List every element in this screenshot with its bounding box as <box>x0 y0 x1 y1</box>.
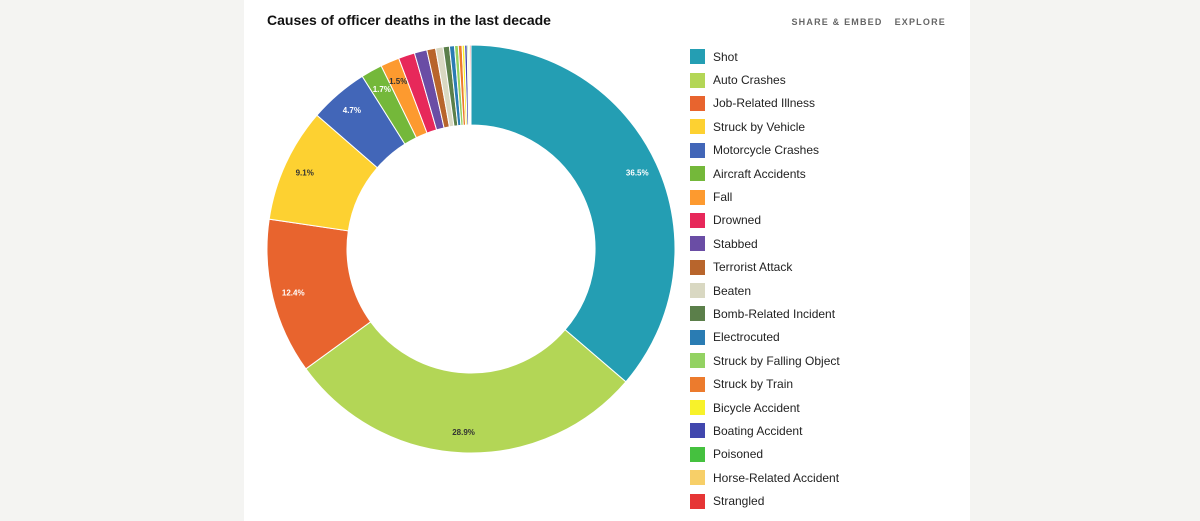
legend-item-struck-by-train[interactable]: Struck by Train <box>690 372 840 395</box>
slice-label-aircraft-accidents: 1.7% <box>373 85 391 94</box>
slice-label-struck-by-vehicle: 9.1% <box>296 169 314 178</box>
legend-label: Boating Accident <box>713 423 803 438</box>
legend-swatch <box>690 166 705 182</box>
legend-label: Horse-Related Accident <box>713 470 840 485</box>
legend-label: Drowned <box>713 213 762 228</box>
legend-label: Beaten <box>713 283 752 298</box>
legend-item-electrocuted[interactable]: Electrocuted <box>690 326 840 349</box>
legend-label: Struck by Falling Object <box>713 353 840 368</box>
legend-item-motorcycle-crashes[interactable]: Motorcycle Crashes <box>690 139 840 162</box>
legend-swatch <box>690 306 705 322</box>
share-embed-button[interactable]: SHARE & EMBED <box>791 17 883 27</box>
slice-label-job-related-illness: 12.4% <box>282 289 305 298</box>
legend-swatch <box>690 95 705 111</box>
legend-label: Aircraft Accidents <box>713 166 806 181</box>
legend-item-struck-by-vehicle[interactable]: Struck by Vehicle <box>690 115 840 138</box>
slice-auto-crashes[interactable] <box>305 321 627 454</box>
donut-chart: 36.5% 28.9% 12.4% 9.1% 4.7% 1.7%1.5% <box>266 44 676 454</box>
legend-label: Fall <box>713 190 733 205</box>
legend-swatch <box>690 423 705 439</box>
legend-item-stabbed[interactable]: Stabbed <box>690 232 840 255</box>
slice-label-fall: 1.5% <box>389 77 407 86</box>
legend-item-fall[interactable]: Fall <box>690 185 840 208</box>
legend-swatch <box>690 470 705 486</box>
legend-item-shot[interactable]: Shot <box>690 45 840 68</box>
legend-label: Job-Related Illness <box>713 96 816 111</box>
legend-item-terrorist-attack[interactable]: Terrorist Attack <box>690 256 840 279</box>
legend-swatch <box>690 189 705 205</box>
slice-label-motorcycle-crashes: 4.7% <box>343 106 361 115</box>
legend-label: Struck by Train <box>713 377 794 392</box>
legend-swatch <box>690 72 705 88</box>
legend-item-struck-by-falling-object[interactable]: Struck by Falling Object <box>690 349 840 372</box>
legend-swatch <box>690 493 705 509</box>
legend-label: Poisoned <box>713 447 764 462</box>
slice-label-shot: 36.5% <box>626 169 649 178</box>
legend-swatch <box>690 142 705 158</box>
legend-swatch <box>690 353 705 369</box>
legend-item-poisoned[interactable]: Poisoned <box>690 443 840 466</box>
legend-item-bomb-related-incident[interactable]: Bomb-Related Incident <box>690 302 840 325</box>
legend-item-beaten[interactable]: Beaten <box>690 279 840 302</box>
chart-legend: Shot Auto Crashes Job-Related Illness Struc… <box>690 45 840 513</box>
legend-label: Motorcycle Crashes <box>713 143 820 158</box>
legend-swatch <box>690 236 705 252</box>
legend-swatch <box>690 259 705 275</box>
slice-strangled[interactable] <box>469 44 472 126</box>
legend-label: Bicycle Accident <box>713 400 800 415</box>
legend-swatch <box>690 212 705 228</box>
legend-item-job-related-illness[interactable]: Job-Related Illness <box>690 92 840 115</box>
legend-label: Stabbed <box>713 236 758 251</box>
slice-label-auto-crashes: 28.9% <box>452 428 475 437</box>
legend-label: Bomb-Related Incident <box>713 306 836 321</box>
legend-label: Auto Crashes <box>713 73 786 88</box>
legend-item-aircraft-accidents[interactable]: Aircraft Accidents <box>690 162 840 185</box>
legend-item-boating-accident[interactable]: Boating Accident <box>690 419 840 442</box>
legend-item-strangled[interactable]: Strangled <box>690 489 840 512</box>
legend-swatch <box>690 329 705 345</box>
legend-item-horse-related-accident[interactable]: Horse-Related Accident <box>690 466 840 489</box>
legend-label: Electrocuted <box>713 330 780 345</box>
chart-card: Causes of officer deaths in the last dec… <box>244 0 970 521</box>
legend-label: Shot <box>713 49 738 64</box>
chart-title: Causes of officer deaths in the last dec… <box>267 12 551 28</box>
legend-label: Struck by Vehicle <box>713 119 806 134</box>
legend-item-bicycle-accident[interactable]: Bicycle Accident <box>690 396 840 419</box>
explore-button[interactable]: EXPLORE <box>894 17 946 27</box>
legend-swatch <box>690 119 705 135</box>
legend-item-auto-crashes[interactable]: Auto Crashes <box>690 68 840 91</box>
legend-item-drowned[interactable]: Drowned <box>690 209 840 232</box>
chart-actions: SHARE & EMBED EXPLORE <box>791 17 946 27</box>
legend-swatch <box>690 49 705 65</box>
slice-shot[interactable] <box>470 44 676 383</box>
legend-label: Terrorist Attack <box>713 260 793 275</box>
legend-swatch <box>690 400 705 416</box>
legend-swatch <box>690 283 705 299</box>
legend-swatch <box>690 376 705 392</box>
legend-label: Strangled <box>713 494 765 509</box>
legend-swatch <box>690 446 705 462</box>
